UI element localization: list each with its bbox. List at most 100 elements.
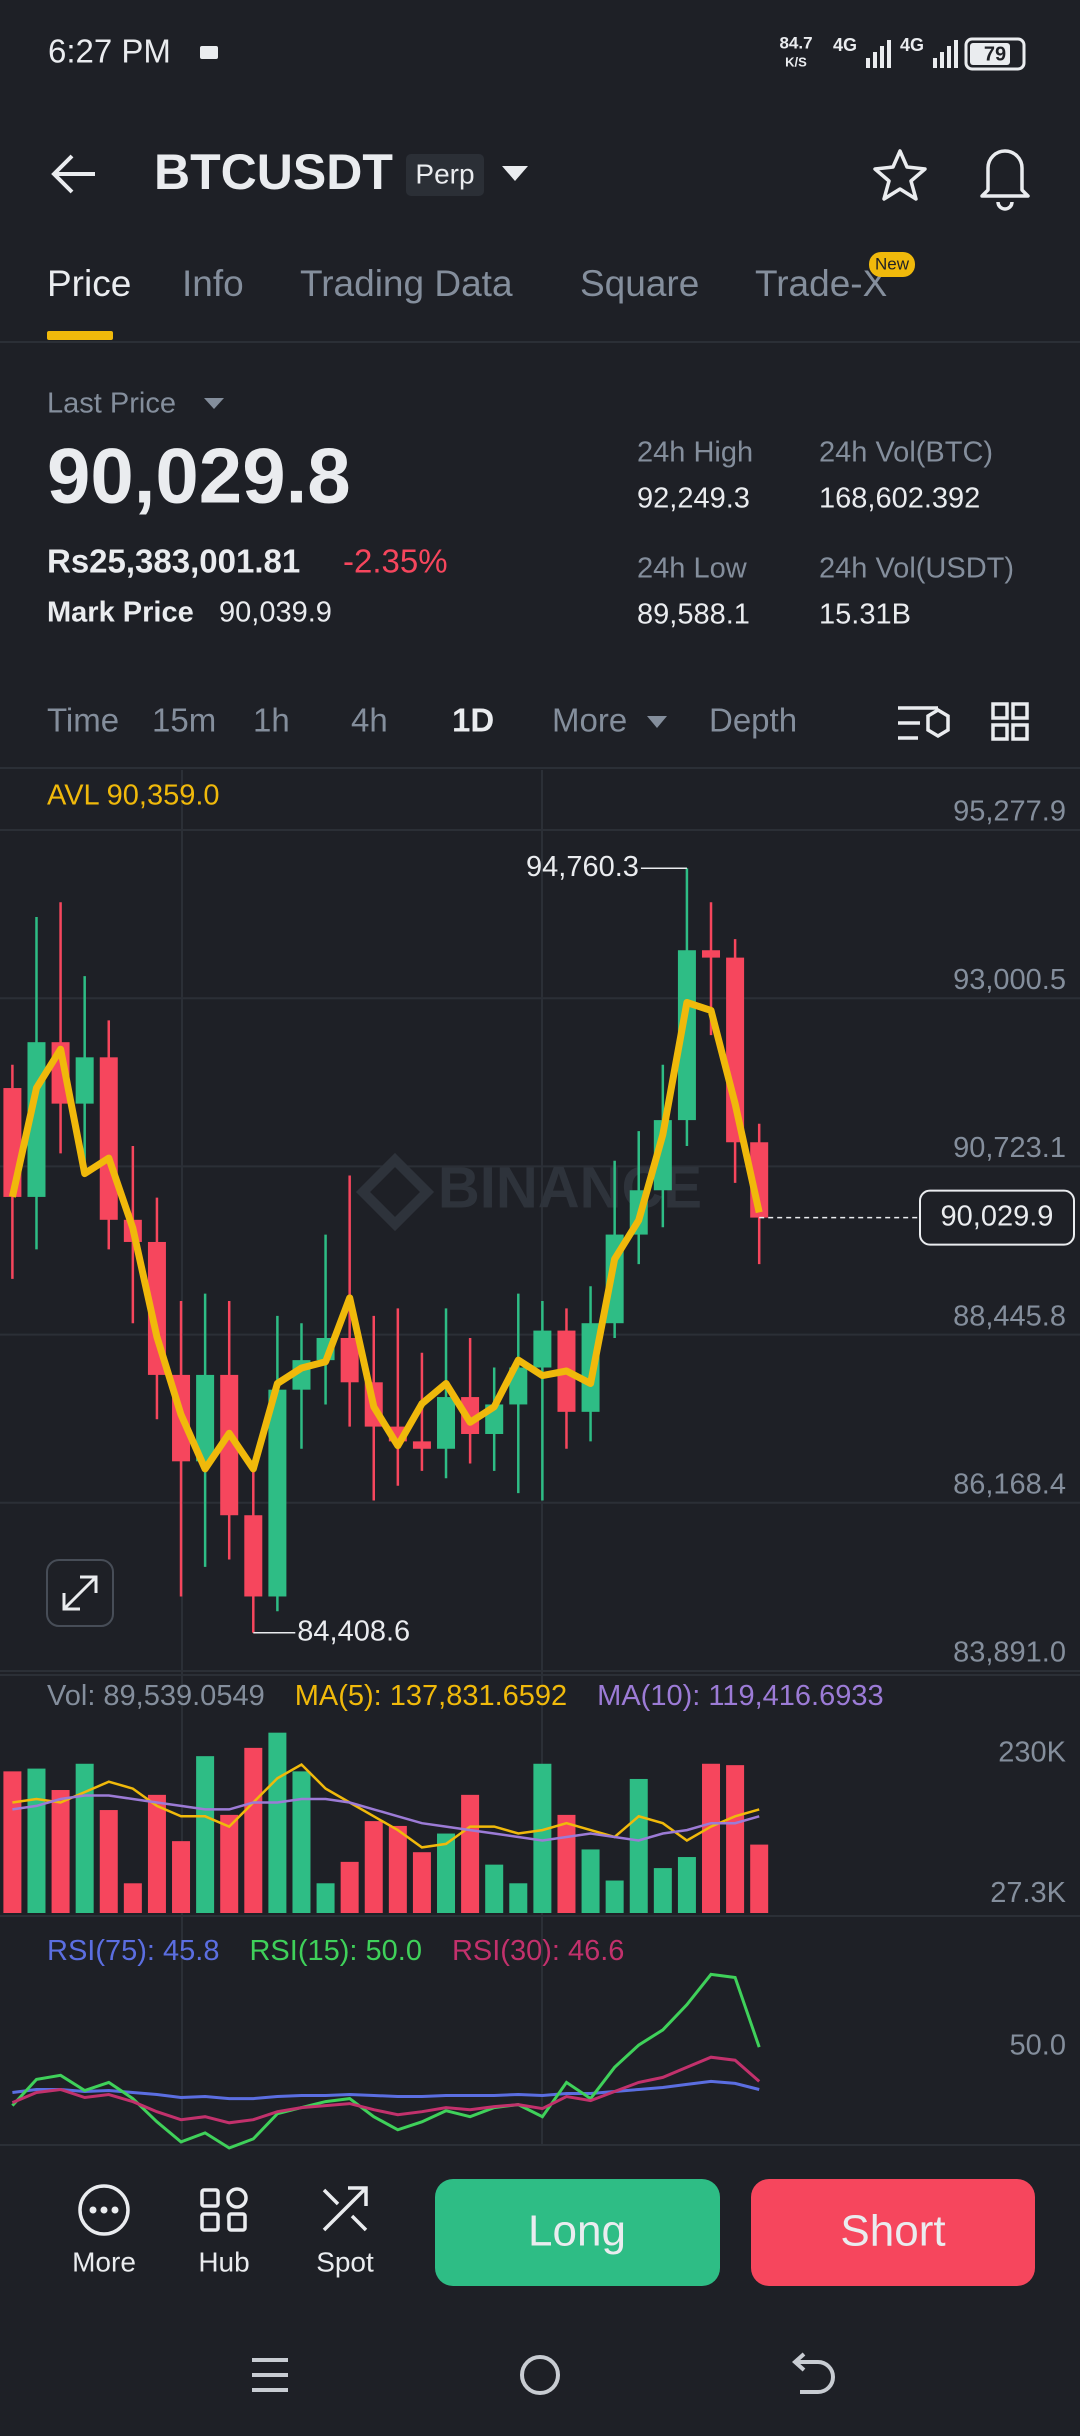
candle-body xyxy=(268,1389,287,1597)
interval[interactable]: Time xyxy=(47,702,119,739)
nav-menu[interactable] xyxy=(252,2358,288,2392)
rsi-line xyxy=(11,2055,761,2125)
interval[interactable]: Depth xyxy=(709,702,797,739)
volume-bar xyxy=(388,1825,407,1913)
candle-body xyxy=(509,1367,528,1405)
hub-icon[interactable] xyxy=(200,2187,248,2232)
layout-button[interactable] xyxy=(991,702,1029,741)
last-price-box xyxy=(919,1189,1075,1246)
new-badge: New xyxy=(875,254,910,273)
volume-bar xyxy=(509,1883,528,1913)
chart-legend: AVL 90,359.0 xyxy=(47,780,220,812)
back-button[interactable] xyxy=(51,154,95,194)
fullscreen-button[interactable] xyxy=(46,1559,114,1627)
price-type-dropdown[interactable] xyxy=(204,398,224,409)
interval[interactable]: 4h xyxy=(351,702,388,739)
battery-level xyxy=(970,43,1010,65)
stat-label: 24h High xyxy=(637,437,753,469)
tab[interactable]: Trade-X xyxy=(755,263,887,304)
fullscreen-icon xyxy=(62,1575,98,1611)
y-tick-label: 230K xyxy=(998,1737,1066,1769)
more-icon[interactable] xyxy=(78,2184,130,2236)
volume-bar xyxy=(726,1765,745,1913)
stat-label: 24h Vol(BTC) xyxy=(819,437,993,469)
badge-bg xyxy=(406,154,484,196)
nav-home[interactable] xyxy=(520,2355,560,2395)
volume-bar xyxy=(750,1844,769,1913)
stat-value: 92,249.3 xyxy=(637,483,750,515)
stat-value: 15.31B xyxy=(819,599,911,631)
tab[interactable]: Price xyxy=(47,263,131,304)
interval[interactable]: 1h xyxy=(253,702,290,739)
price-change: -2.35% xyxy=(343,543,448,580)
legend-entry: MA(5): 137,831.6592 xyxy=(295,1680,567,1712)
short-button[interactable] xyxy=(751,2179,1035,2286)
volume-bar xyxy=(244,1747,263,1913)
rsi-legend: RSI(75): 45.8 RSI(15): 50.0 RSI(30): 46.6 xyxy=(47,1935,624,1967)
alert-button[interactable] xyxy=(980,149,1030,211)
y-tick-label: 50.0 xyxy=(1010,2030,1066,2062)
clock: 6:27 PM xyxy=(48,33,171,70)
volume-bar xyxy=(364,1821,383,1913)
watermark-logo xyxy=(355,1152,435,1232)
volume-bar xyxy=(172,1841,191,1913)
y-tick-label: 90,723.1 xyxy=(953,1132,1066,1164)
volume-bar xyxy=(485,1864,504,1913)
volume-bar xyxy=(196,1756,215,1913)
bottom-item[interactable]: Spot xyxy=(316,2246,374,2277)
candle-body xyxy=(653,1120,672,1191)
tab[interactable]: Square xyxy=(580,263,699,304)
legend-entry: MA(10): 119,416.6933 xyxy=(597,1680,883,1712)
interval[interactable]: More xyxy=(552,702,627,739)
volume-bar xyxy=(27,1768,46,1913)
volume-bar xyxy=(557,1814,576,1913)
battery xyxy=(964,37,1026,71)
net-unit: K/S xyxy=(785,54,807,69)
legend-entry: RSI(75): 45.8 xyxy=(47,1935,219,1967)
stat-value: 168,602.392 xyxy=(819,483,980,515)
rsi-line xyxy=(12,2079,760,2101)
long-label[interactable]: Long xyxy=(528,2207,626,2256)
volume-bar xyxy=(123,1883,142,1913)
long-button[interactable] xyxy=(435,2179,720,2286)
favorite-button[interactable] xyxy=(873,149,927,201)
candle-body xyxy=(75,1057,94,1104)
candle-body xyxy=(437,1397,456,1449)
interval[interactable]: 1D xyxy=(452,702,494,739)
volume-bar xyxy=(412,1852,431,1913)
volume-ma-line xyxy=(12,1762,760,1849)
y-tick-label: 27.3K xyxy=(990,1877,1066,1909)
bottom-item[interactable]: Hub xyxy=(198,2246,249,2277)
tab[interactable]: Trading Data xyxy=(300,263,513,304)
short-label[interactable]: Short xyxy=(840,2207,945,2256)
perp-badge: Perp xyxy=(415,158,474,189)
y-tick-label: 95,277.9 xyxy=(953,796,1066,828)
avl-line xyxy=(8,999,763,1473)
volume-bar xyxy=(653,1868,672,1913)
stat-label: 24h Vol(USDT) xyxy=(819,553,1014,585)
interval[interactable]: 15m xyxy=(152,702,216,739)
signal-icons xyxy=(866,40,958,68)
symbol[interactable]: BTCUSDT xyxy=(154,144,393,200)
symbol-dropdown[interactable] xyxy=(502,166,528,181)
spot-icon[interactable] xyxy=(322,2186,368,2232)
more-dots xyxy=(89,2206,119,2214)
nav-back[interactable] xyxy=(791,2352,835,2394)
notif-icon xyxy=(200,46,218,59)
chart-settings-button[interactable] xyxy=(898,706,950,740)
more-dropdown[interactable] xyxy=(647,716,667,728)
network: 4G xyxy=(833,35,857,55)
mark-price: 90,039.9 xyxy=(219,597,332,629)
new-badge-bg xyxy=(869,252,915,277)
volume-bar xyxy=(268,1732,287,1913)
candle-body xyxy=(340,1337,359,1383)
tab[interactable]: Info xyxy=(182,263,244,304)
legend-entry: RSI(15): 50.0 xyxy=(249,1935,421,1967)
volume-bar xyxy=(677,1857,696,1913)
bottom-item[interactable]: More xyxy=(72,2246,136,2277)
mark-price-label: Mark Price xyxy=(47,597,194,629)
tab-indicator xyxy=(47,331,113,340)
